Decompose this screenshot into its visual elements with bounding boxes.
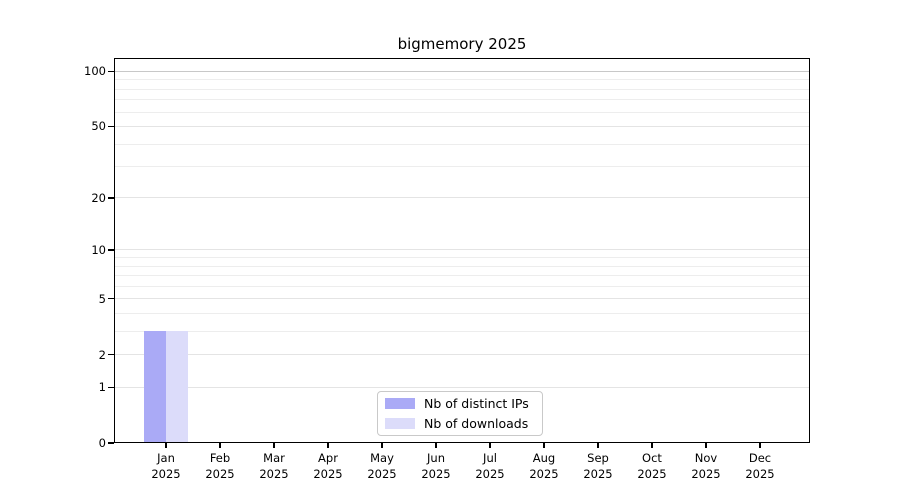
legend-label-downloads: Nb of downloads — [424, 416, 529, 431]
gridline-major-1 — [114, 386, 810, 388]
legend-swatch-downloads — [385, 418, 415, 429]
y-tick-100 — [108, 70, 114, 73]
y-tick-label-1: 1 — [98, 380, 106, 395]
x-tick-aug — [543, 443, 545, 448]
x-tick-mar — [273, 443, 275, 448]
x-tick-jan — [165, 443, 167, 448]
x-tick-label-jun: Jun 2025 — [421, 451, 451, 481]
gridline-minor-90 — [114, 79, 810, 81]
legend-label-distinct-ips: Nb of distinct IPs — [424, 396, 529, 411]
y-tick-label-100: 100 — [84, 64, 106, 79]
y-tick-0 — [108, 442, 114, 444]
gridline-minor-9 — [114, 257, 810, 259]
gridline-minor-80 — [114, 88, 810, 90]
x-tick-label-apr: Apr 2025 — [313, 451, 343, 481]
y-tick-label-0: 0 — [98, 436, 106, 450]
y-tick-label-2: 2 — [98, 347, 106, 362]
bar-nb-of-downloads-jan — [166, 331, 188, 443]
x-tick-label-may: May 2025 — [367, 451, 397, 481]
x-tick-label-sep: Sep 2025 — [583, 451, 613, 481]
x-tick-label-aug: Aug 2025 — [529, 451, 559, 481]
gridline-major-10 — [114, 249, 810, 251]
legend-entry-distinct-ips: Nb of distinct IPs — [385, 397, 534, 410]
y-tick-50 — [108, 125, 114, 128]
x-tick-jun — [435, 443, 437, 448]
y-tick-label-50: 50 — [91, 119, 106, 134]
x-tick-may — [381, 443, 383, 448]
x-tick-label-oct: Oct 2025 — [637, 451, 667, 481]
chart-title: bigmemory 2025 — [397, 35, 527, 53]
x-tick-label-nov: Nov 2025 — [691, 451, 721, 481]
x-tick-label-jan: Jan 2025 — [151, 451, 181, 481]
y-tick-20 — [108, 197, 114, 199]
x-tick-label-jul: Jul 2025 — [475, 451, 505, 481]
legend: Nb of distinct IPs Nb of downloads — [377, 391, 543, 436]
gridline-major-5 — [114, 298, 810, 300]
x-tick-jul — [489, 443, 491, 448]
gridline-major-100 — [114, 70, 810, 72]
x-tick-label-mar: Mar 2025 — [259, 451, 289, 481]
gridline-minor-60 — [114, 111, 810, 113]
y-tick-5 — [108, 298, 114, 300]
y-tick-label-20: 20 — [91, 190, 106, 205]
y-tick-2 — [108, 353, 114, 356]
gridline-minor-7 — [114, 275, 810, 277]
x-tick-dec — [759, 443, 761, 448]
x-tick-sep — [597, 443, 599, 448]
y-tick-1 — [108, 386, 114, 388]
bar-nb-of-distinct-ips-jan — [144, 331, 166, 443]
gridline-major-50 — [114, 125, 810, 127]
legend-entry-downloads: Nb of downloads — [385, 417, 534, 430]
gridline-minor-70 — [114, 99, 810, 101]
legend-swatch-distinct-ips — [385, 398, 415, 409]
y-tick-label-10: 10 — [91, 242, 106, 257]
x-tick-oct — [651, 443, 653, 448]
gridline-minor-30 — [114, 166, 810, 168]
gridline-major-2 — [114, 354, 810, 356]
y-tick-label-5: 5 — [98, 291, 106, 306]
x-tick-apr — [327, 443, 329, 448]
y-tick-10 — [108, 249, 114, 251]
x-tick-nov — [705, 443, 707, 448]
gridline-major-20 — [114, 197, 810, 199]
x-tick-label-feb: Feb 2025 — [205, 451, 235, 481]
gridline-minor-3 — [114, 330, 810, 332]
gridline-minor-8 — [114, 265, 810, 267]
gridline-minor-4 — [114, 312, 810, 314]
gridline-minor-40 — [114, 143, 810, 145]
gridline-minor-6 — [114, 285, 810, 287]
x-tick-feb — [219, 443, 221, 448]
x-tick-label-dec: Dec 2025 — [745, 451, 775, 481]
